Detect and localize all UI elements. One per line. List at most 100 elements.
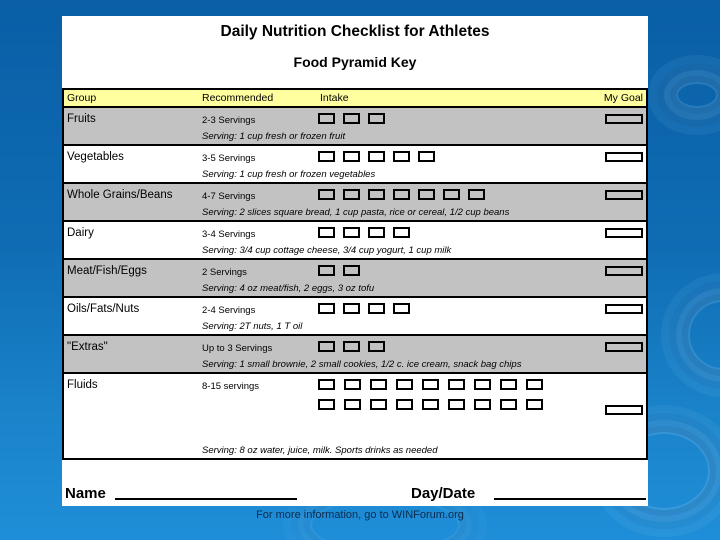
intake-checkbox[interactable]	[344, 379, 361, 390]
my-goal-box[interactable]	[605, 405, 643, 415]
my-goal-box[interactable]	[605, 114, 643, 124]
intake-checkbox[interactable]	[526, 379, 543, 390]
table-row-vegetables: Vegetables 3-5 Servings Serving: 1 cup fre…	[64, 146, 646, 184]
intake-checkbox[interactable]	[393, 151, 410, 162]
intake-checkbox[interactable]	[368, 113, 385, 124]
intake-checkbox[interactable]	[343, 151, 360, 162]
group-label: Fluids	[67, 379, 98, 391]
serving-description: Serving: 8 oz water, juice, milk. Sports…	[202, 445, 438, 456]
my-goal-box[interactable]	[605, 304, 643, 314]
intake-checkbox[interactable]	[368, 341, 385, 352]
serving-description: Serving: 2T nuts, 1 T oil	[202, 321, 303, 332]
intake-checkbox[interactable]	[443, 189, 460, 200]
intake-checkboxes	[318, 265, 360, 285]
pyramid-table: Group Recommended Intake My Goal Fruits 2-3 …	[62, 88, 648, 460]
intake-checkbox[interactable]	[318, 341, 335, 352]
intake-checkbox[interactable]	[468, 189, 485, 200]
intake-checkbox[interactable]	[318, 113, 335, 124]
intake-checkbox[interactable]	[500, 399, 517, 410]
intake-checkbox[interactable]	[422, 399, 439, 410]
table-row-oils-fats-nuts: Oils/Fats/Nuts 2-4 Servings Serving: 2T nu…	[64, 298, 646, 336]
intake-checkbox[interactable]	[344, 399, 361, 410]
water-ripple-decoration	[688, 300, 720, 370]
my-goal-box[interactable]	[605, 190, 643, 200]
intake-checkbox[interactable]	[500, 379, 517, 390]
table-header-row: Group Recommended Intake My Goal	[64, 90, 646, 108]
intake-checkbox[interactable]	[422, 379, 439, 390]
intake-checkbox[interactable]	[393, 303, 410, 314]
intake-checkbox[interactable]	[396, 399, 413, 410]
checkbox-line	[318, 151, 435, 162]
intake-checkbox[interactable]	[448, 399, 465, 410]
group-label: "Extras"	[67, 341, 108, 353]
recommended-servings-label: Up to 3 Servings	[202, 343, 273, 354]
document-page: Daily Nutrition Checklist for Athletes F…	[62, 16, 648, 506]
my-goal-box[interactable]	[605, 266, 643, 276]
table-row-extras: "Extras" Up to 3 Servings Serving: 1 small…	[64, 336, 646, 374]
intake-checkbox[interactable]	[368, 151, 385, 162]
intake-checkbox[interactable]	[370, 379, 387, 390]
intake-checkbox[interactable]	[343, 227, 360, 238]
table-row-meat-fish-eggs: Meat/Fish/Eggs 2 Servings Serving: 4 oz me…	[64, 260, 646, 298]
footer-link-text: For more information, go to WINForum.org	[256, 509, 464, 521]
intake-checkbox[interactable]	[474, 379, 491, 390]
checkbox-line	[318, 227, 410, 238]
intake-checkbox[interactable]	[418, 151, 435, 162]
intake-checkbox[interactable]	[343, 341, 360, 352]
intake-checkbox[interactable]	[318, 227, 335, 238]
intake-checkbox[interactable]	[318, 189, 335, 200]
intake-checkboxes	[318, 303, 410, 323]
intake-checkboxes	[318, 379, 543, 419]
intake-checkbox[interactable]	[318, 151, 335, 162]
intake-checkbox[interactable]	[368, 189, 385, 200]
group-label: Fruits	[67, 113, 96, 125]
intake-checkbox[interactable]	[526, 399, 543, 410]
group-label: Vegetables	[67, 151, 124, 163]
intake-checkbox[interactable]	[343, 189, 360, 200]
checkbox-line	[318, 399, 543, 410]
serving-description: Serving: 4 oz meat/fish, 2 eggs, 3 oz to…	[202, 283, 375, 294]
group-label: Oils/Fats/Nuts	[67, 303, 140, 315]
intake-checkbox[interactable]	[393, 227, 410, 238]
daydate-input-line[interactable]	[494, 484, 646, 500]
column-header-recommended: Recommended	[202, 92, 274, 104]
serving-description: Serving: 1 small brownie, 2 small cookie…	[202, 359, 522, 370]
recommended-servings-label: 3-4 Servings	[202, 229, 256, 240]
intake-checkbox[interactable]	[418, 189, 435, 200]
intake-checkbox[interactable]	[474, 399, 491, 410]
intake-checkbox[interactable]	[448, 379, 465, 390]
table-body: Fruits 2-3 Servings Serving: 1 cup fresh o…	[64, 108, 646, 458]
name-input-line[interactable]	[115, 484, 297, 500]
serving-description: Serving: 2 slices square bread, 1 cup pa…	[202, 207, 510, 218]
intake-checkbox[interactable]	[370, 399, 387, 410]
column-header-my-goal: My Goal	[603, 92, 643, 104]
intake-checkbox[interactable]	[343, 265, 360, 276]
table-row-whole-grains-beans: Whole Grains/Beans 4-7 Servings Serving: 2…	[64, 184, 646, 222]
my-goal-box[interactable]	[605, 228, 643, 238]
intake-checkbox[interactable]	[368, 303, 385, 314]
serving-description: Serving: 3/4 cup cottage cheese, 3/4 cup…	[202, 245, 452, 256]
intake-checkbox[interactable]	[343, 303, 360, 314]
checkbox-line	[318, 379, 543, 390]
my-goal-box[interactable]	[605, 152, 643, 162]
checkbox-line	[318, 265, 360, 276]
intake-checkbox[interactable]	[396, 379, 413, 390]
intake-checkbox[interactable]	[368, 227, 385, 238]
intake-checkbox[interactable]	[343, 113, 360, 124]
my-goal-box[interactable]	[605, 342, 643, 352]
intake-checkbox[interactable]	[393, 189, 410, 200]
intake-checkboxes	[318, 227, 410, 247]
intake-checkbox[interactable]	[318, 399, 335, 410]
intake-checkboxes	[318, 189, 485, 209]
daydate-label: Day/Date	[411, 485, 476, 502]
serving-description: Serving: 1 cup fresh or frozen vegetable…	[202, 169, 376, 180]
recommended-servings-label: 3-5 Servings	[202, 153, 256, 164]
intake-checkbox[interactable]	[318, 265, 335, 276]
table-row-fruits: Fruits 2-3 Servings Serving: 1 cup fresh o…	[64, 108, 646, 146]
intake-checkboxes	[318, 151, 435, 171]
recommended-servings-label: 2 Servings	[202, 267, 247, 278]
recommended-servings-label: 8-15 servings	[202, 381, 260, 392]
group-label: Dairy	[67, 227, 94, 239]
intake-checkbox[interactable]	[318, 379, 335, 390]
intake-checkbox[interactable]	[318, 303, 335, 314]
